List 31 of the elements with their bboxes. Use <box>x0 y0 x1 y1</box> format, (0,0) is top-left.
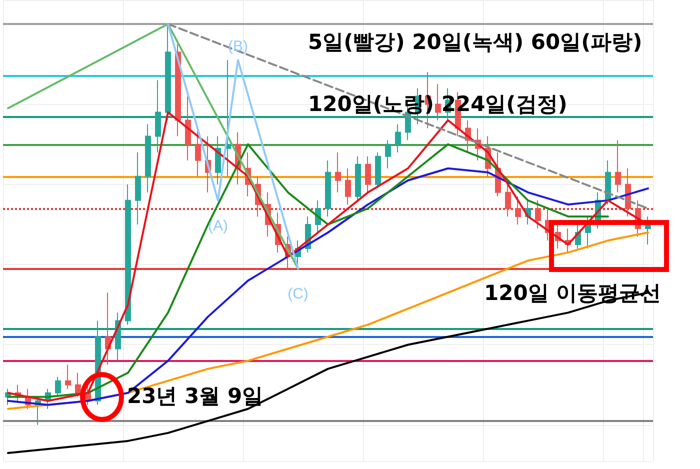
annotation: 120일 이동평균선 <box>484 280 662 307</box>
candlestick <box>185 96 191 161</box>
candlestick <box>65 364 71 390</box>
candlestick <box>155 80 161 153</box>
candlestick <box>225 60 231 177</box>
candlestick <box>515 196 521 225</box>
candlestick <box>335 152 341 193</box>
candlestick <box>535 200 541 229</box>
candlestick <box>165 24 171 121</box>
candlestick <box>395 124 401 153</box>
annotation: 23년 3월 9일 <box>127 383 264 410</box>
annotation: (C) <box>288 286 308 303</box>
candlestick <box>375 152 381 189</box>
annotation: (B) <box>228 38 248 56</box>
candlestick <box>505 184 511 217</box>
candlestick <box>385 140 391 169</box>
candlestick <box>135 152 141 225</box>
annotation: (A) <box>208 217 228 234</box>
candlestick <box>585 216 591 250</box>
annotation: 5일(빨강) 20일(녹색) 60일(파랑) <box>308 29 642 56</box>
candlestick <box>105 292 111 366</box>
candlestick <box>345 168 351 205</box>
candlestick <box>215 136 221 185</box>
candlestick <box>75 372 81 398</box>
candlestick <box>615 140 621 193</box>
candlestick <box>365 156 371 193</box>
candlestick <box>325 160 331 217</box>
candlestick <box>355 156 361 201</box>
candlestick <box>145 124 151 193</box>
candlestick <box>125 184 131 326</box>
candlestick <box>55 376 61 398</box>
